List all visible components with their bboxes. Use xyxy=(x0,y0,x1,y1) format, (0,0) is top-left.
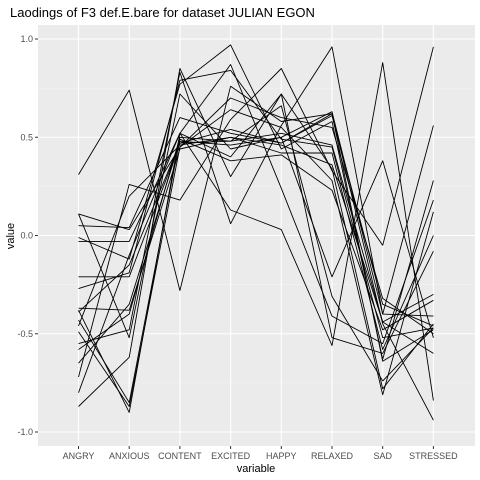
grid-minor xyxy=(38,87,475,384)
x-tick-label: STRESSED xyxy=(409,451,458,461)
series-line-9 xyxy=(78,113,434,362)
x-tick-label: HAPPY xyxy=(266,451,297,461)
series-line-5 xyxy=(78,46,434,345)
x-tick-label: ANGRY xyxy=(63,451,95,461)
series-line-3 xyxy=(78,68,434,407)
series-layer xyxy=(78,44,434,421)
series-line-14 xyxy=(78,105,434,382)
y-tick-label: 0.5 xyxy=(20,132,33,142)
series-line-18 xyxy=(78,136,434,350)
y-tick-label: 1.0 xyxy=(20,34,33,44)
x-tick-label: CONTENT xyxy=(158,451,202,461)
series-line-8 xyxy=(78,64,434,345)
series-line-15 xyxy=(78,109,434,407)
y-tick-label: -0.5 xyxy=(17,329,33,339)
x-axis-ticks: ANGRY ANXIOUS CONTENT EXCITED HAPPY RELAXED SA… xyxy=(63,446,458,461)
series-line-6 xyxy=(78,62,434,413)
y-axis-ticks: -1.0 -0.5 0.0 0.5 1.0 xyxy=(17,34,38,437)
series-line-19 xyxy=(78,136,434,354)
series-line-1 xyxy=(78,85,434,421)
series-line-10 xyxy=(78,93,434,339)
x-tick-label: EXCITED xyxy=(211,451,251,461)
x-tick-label: RELAXED xyxy=(311,451,354,461)
series-line-17 xyxy=(78,93,434,393)
x-tick-label: SAD xyxy=(373,451,392,461)
chart-title: Laodings of F3 def.E.bare for dataset JU… xyxy=(10,5,315,20)
y-tick-label: 0.0 xyxy=(20,231,33,241)
x-tick-label: ANXIOUS xyxy=(109,451,150,461)
y-axis-label: value xyxy=(5,223,17,249)
series-line-12 xyxy=(78,138,434,403)
x-axis-label: variable xyxy=(237,463,276,475)
series-line-4 xyxy=(78,46,434,378)
series-line-20 xyxy=(78,115,434,327)
y-tick-label: -1.0 xyxy=(17,427,33,437)
